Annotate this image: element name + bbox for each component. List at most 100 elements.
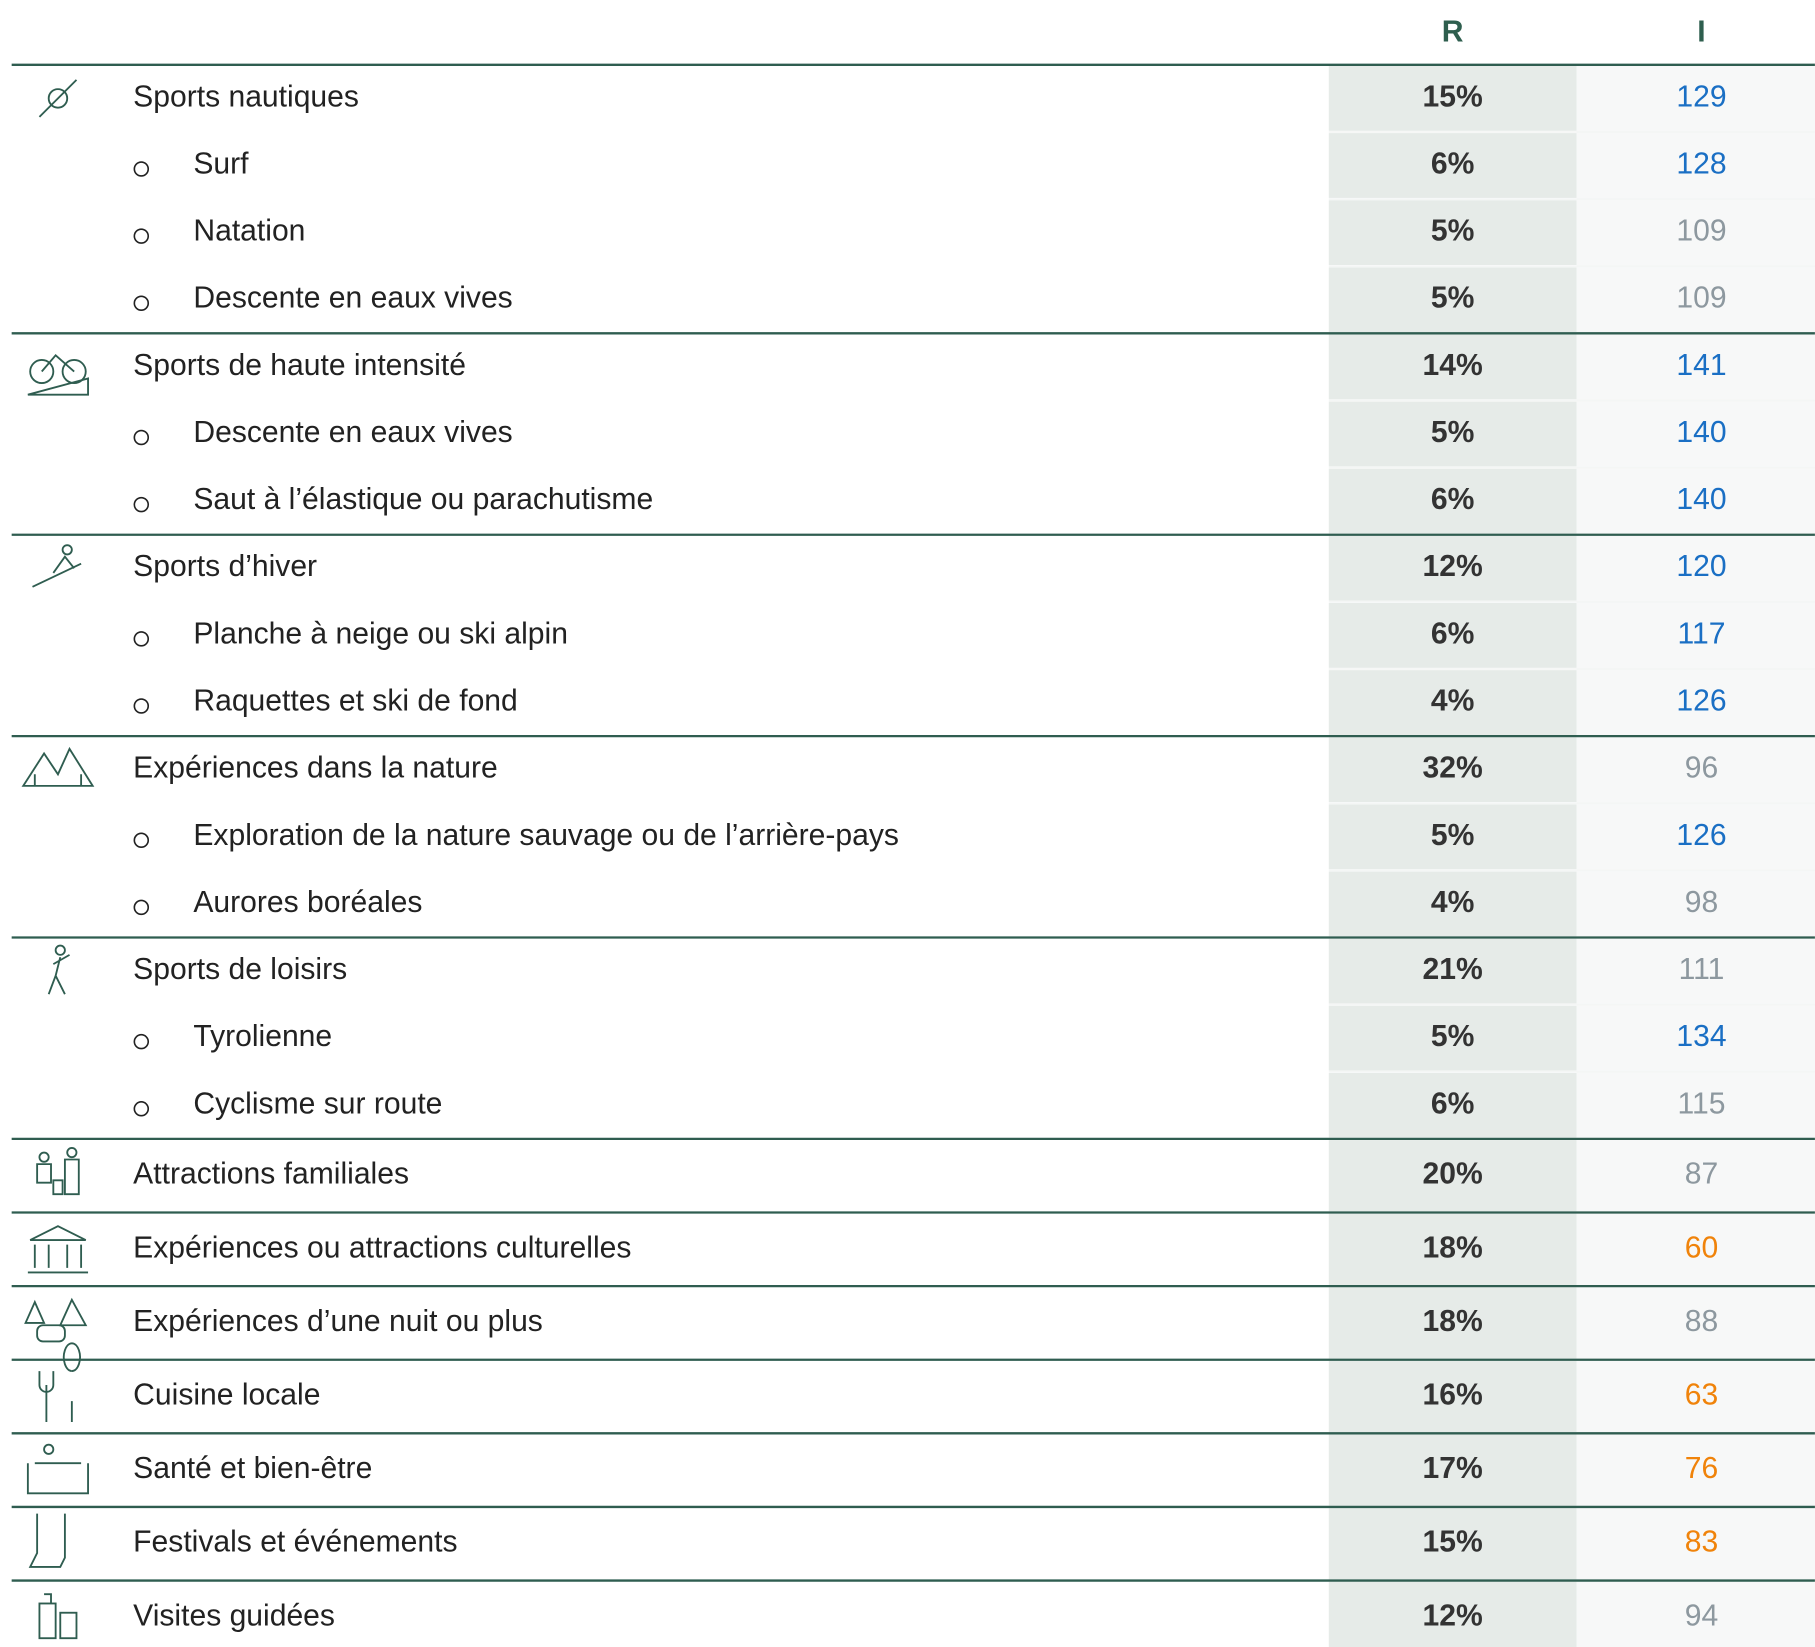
r-cell (1328, 200, 1577, 266)
icon-part (36, 1158, 80, 1196)
i-value: 87 (1685, 1158, 1718, 1191)
icon-part (26, 1462, 89, 1495)
category-icon (36, 1146, 80, 1196)
sub-label: Raquettes et ski de fond (193, 685, 517, 718)
icon-part (28, 1513, 66, 1568)
r-value: 18% (1423, 1231, 1483, 1264)
r-value: 5% (1431, 819, 1474, 852)
i-value: 115 (1678, 1087, 1726, 1120)
r-cell (1328, 603, 1577, 668)
r-value: 14% (1423, 349, 1483, 382)
column-header: I (1697, 16, 1705, 49)
i-value: 111 (1679, 953, 1725, 986)
r-cell (1328, 65, 1577, 131)
bullet (133, 496, 150, 513)
sub-label: Saut à l’élastique ou parachutisme (193, 483, 653, 516)
r-cell (1328, 1140, 1577, 1212)
category-label: Attractions familiales (133, 1158, 409, 1191)
sub-label: Surf (193, 147, 249, 180)
sub-label: Exploration de la nature sauvage ou de l… (193, 819, 899, 852)
sub-label: Aurores boréales (193, 886, 422, 919)
icon-part (43, 1443, 55, 1455)
category-label: Expériences ou attractions culturelles (133, 1231, 631, 1264)
i-value: 129 (1676, 80, 1726, 113)
r-value: 12% (1423, 1599, 1483, 1632)
icon-part (59, 1611, 78, 1640)
icon-part (44, 1593, 52, 1604)
i-value: 88 (1685, 1305, 1718, 1338)
category-label: Festivals et événements (133, 1526, 457, 1559)
r-cell (1328, 804, 1577, 870)
icon-part (38, 1602, 57, 1640)
bullet (133, 899, 150, 916)
sub-label: Tyrolienne (193, 1020, 332, 1053)
i-value: 140 (1676, 483, 1726, 516)
r-value: 32% (1423, 752, 1483, 785)
category-label: Sports d’hiver (133, 550, 317, 583)
i-value: 126 (1676, 819, 1726, 852)
sub-label: Planche à neige ou ski alpin (193, 617, 568, 650)
category-icon (24, 1297, 88, 1343)
icon-part (38, 1151, 50, 1163)
bullet (133, 1033, 150, 1050)
r-value: 6% (1431, 1087, 1474, 1120)
r-value: 18% (1423, 1305, 1483, 1338)
category-icon (27, 354, 89, 396)
r-cell (1328, 468, 1577, 534)
r-value: 5% (1431, 416, 1474, 449)
icon-part (66, 1146, 78, 1159)
r-cell (1328, 1005, 1577, 1071)
bullet (133, 161, 150, 177)
r-value: 12% (1423, 550, 1483, 583)
r-cell (1328, 535, 1577, 601)
r-cell (1328, 334, 1577, 400)
category-label: Expériences d’une nuit ou plus (133, 1305, 543, 1338)
r-value: 20% (1423, 1158, 1483, 1191)
r-cell (1328, 1581, 1577, 1647)
r-value: 5% (1431, 1020, 1474, 1053)
i-value: 63 (1685, 1378, 1718, 1411)
r-value: 6% (1431, 147, 1474, 180)
category-icon (26, 1443, 89, 1495)
icon-part (38, 79, 78, 118)
column-header: R (1442, 16, 1464, 49)
sub-label: Descente en eaux vives (193, 416, 512, 449)
icon-part (36, 1324, 66, 1343)
icon-part (54, 944, 66, 956)
r-value: 6% (1431, 617, 1474, 650)
category-label: Sports nautiques (133, 80, 359, 113)
sub-label: Descente en eaux vives (193, 282, 512, 315)
icon-part (47, 954, 70, 995)
r-cell (1328, 133, 1577, 198)
icon-part (32, 555, 82, 588)
icon-part (27, 354, 89, 396)
category-label: Visites guidées (133, 1599, 335, 1632)
i-value: 83 (1685, 1526, 1718, 1559)
icon-part (61, 544, 73, 556)
bullet (133, 228, 150, 244)
bullet (133, 698, 150, 714)
category-label: Sports de loisirs (133, 953, 347, 986)
sub-label: Natation (193, 215, 305, 248)
r-cell (1328, 1287, 1577, 1359)
r-value: 17% (1423, 1452, 1483, 1485)
category-icon (21, 746, 95, 787)
category-icon (47, 944, 70, 995)
r-value: 4% (1431, 685, 1474, 718)
r-value: 4% (1431, 886, 1474, 919)
r-value: 21% (1423, 953, 1483, 986)
r-cell (1328, 1213, 1577, 1285)
r-value: 5% (1431, 215, 1474, 248)
r-value: 15% (1423, 80, 1483, 113)
r-cell (1328, 1434, 1577, 1506)
icon-part (38, 1342, 81, 1422)
category-icon (38, 79, 78, 118)
i-value: 98 (1685, 886, 1718, 919)
i-column (1576, 64, 1815, 1647)
i-value: 109 (1676, 215, 1726, 248)
r-cell (1328, 267, 1577, 333)
r-cell (1328, 1360, 1577, 1433)
i-value: 140 (1676, 416, 1726, 449)
icon-part (21, 746, 95, 787)
